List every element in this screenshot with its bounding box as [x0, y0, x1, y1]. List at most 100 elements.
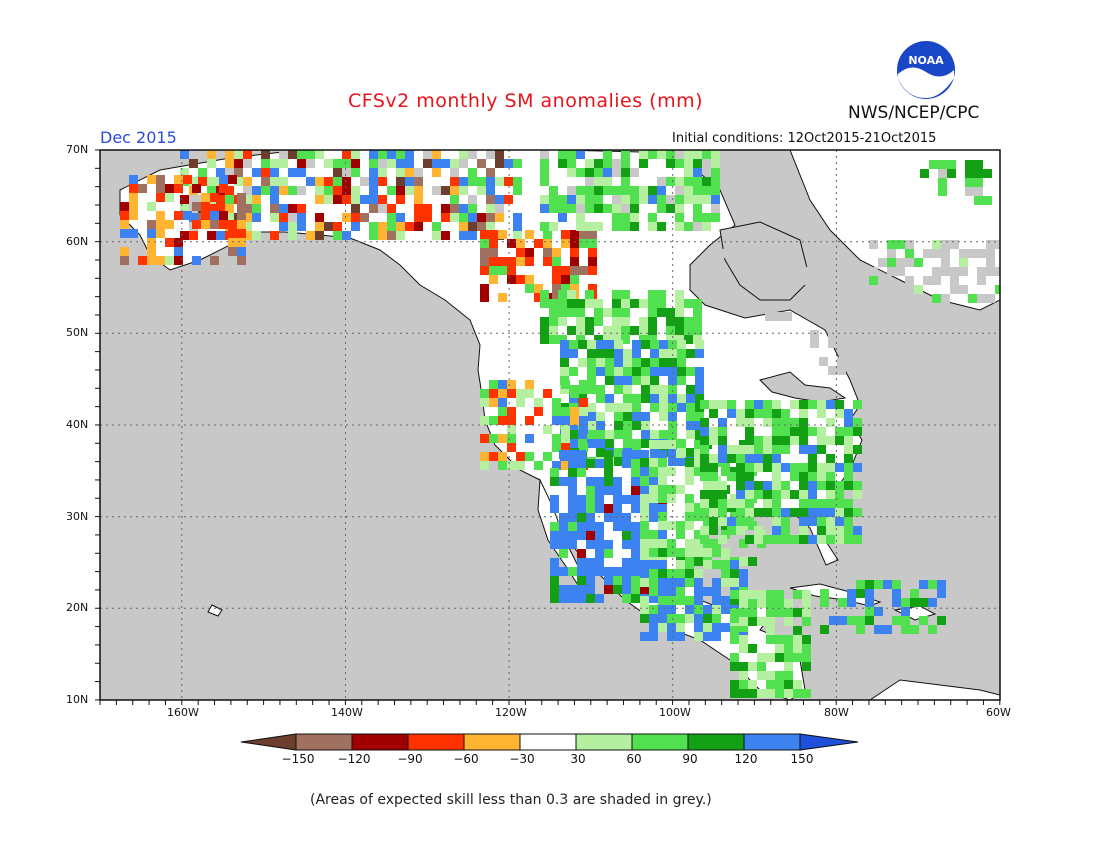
anomaly-cell	[586, 531, 595, 540]
anomaly-cell	[480, 230, 489, 239]
anomaly-cell	[486, 204, 495, 213]
anomaly-cell	[559, 513, 568, 522]
anomaly-cell	[766, 608, 775, 617]
anomaly-cell	[614, 349, 623, 358]
colorbar-label: −90	[397, 752, 423, 766]
anomaly-cell	[772, 418, 781, 427]
anomaly-cell	[612, 299, 621, 308]
anomaly-cell	[288, 204, 297, 213]
anomaly-cell	[596, 412, 605, 421]
anomaly-cell	[216, 168, 225, 177]
anomaly-cell	[709, 427, 718, 436]
anomaly-cell	[604, 486, 613, 495]
anomaly-cell	[772, 400, 781, 409]
anomaly-cell	[495, 204, 504, 213]
anomaly-cell	[640, 596, 649, 605]
anomaly-cell	[640, 632, 649, 641]
anomaly-cell	[709, 481, 718, 490]
anomaly-cell	[639, 317, 648, 326]
anomaly-cell	[525, 380, 534, 389]
anomaly-cell	[729, 303, 738, 312]
anomaly-cell	[405, 159, 414, 168]
anomaly-cell	[835, 400, 844, 409]
anomaly-cell	[819, 357, 828, 366]
anomaly-cell	[727, 445, 736, 454]
anomaly-cell	[165, 193, 174, 202]
anomaly-cell	[693, 150, 702, 159]
anomaly-cell	[986, 258, 995, 267]
anomaly-cell	[568, 459, 577, 468]
anomaly-cell	[640, 486, 649, 495]
anomaly-cell	[666, 195, 675, 204]
anomaly-cell	[576, 204, 585, 213]
anomaly-cell	[578, 430, 587, 439]
anomaly-cell	[623, 358, 632, 367]
anomaly-cell	[810, 330, 819, 339]
anomaly-cell	[745, 499, 754, 508]
anomaly-cell	[668, 457, 677, 466]
anomaly-cell	[351, 204, 360, 213]
anomaly-cell	[279, 150, 288, 159]
anomaly-cell	[360, 213, 369, 222]
colorbar-label: 30	[570, 752, 586, 766]
anomaly-cell	[288, 231, 297, 240]
anomaly-cell	[650, 358, 659, 367]
anomaly-cell	[667, 623, 676, 632]
anomaly-cell	[736, 499, 745, 508]
anomaly-cell	[480, 461, 489, 470]
anomaly-cell	[686, 349, 695, 358]
anomaly-cell	[659, 349, 668, 358]
anomaly-cell	[748, 689, 757, 698]
anomaly-cell	[243, 186, 252, 195]
anomaly-cell	[342, 195, 351, 204]
anomaly-cell	[432, 168, 441, 177]
anomaly-cell	[613, 513, 622, 522]
anomaly-cell	[129, 229, 138, 238]
anomaly-cell	[790, 508, 799, 517]
anomaly-cell	[826, 526, 835, 535]
anomaly-cell	[676, 530, 685, 539]
anomaly-cell	[561, 275, 570, 284]
anomaly-cell	[941, 294, 950, 303]
anomaly-cell	[569, 430, 578, 439]
anomaly-cell	[261, 186, 270, 195]
anomaly-cell	[910, 598, 919, 607]
anomaly-cell	[932, 240, 941, 249]
colorbar-label: 90	[682, 752, 698, 766]
anomaly-cell	[684, 222, 693, 231]
anomaly-cell	[835, 517, 844, 526]
anomaly-cell	[632, 358, 641, 367]
anomaly-cell	[396, 150, 405, 159]
anomaly-cell	[747, 267, 756, 276]
anomaly-cell	[640, 503, 649, 512]
anomaly-cell	[799, 409, 808, 418]
anomaly-cell	[847, 589, 856, 598]
anomaly-cell	[623, 403, 632, 412]
anomaly-cell	[650, 340, 659, 349]
anomaly-cell	[874, 580, 883, 589]
anomaly-cell	[700, 526, 709, 535]
anomaly-cell	[817, 517, 826, 526]
anomaly-cell	[387, 186, 396, 195]
anomaly-cell	[613, 486, 622, 495]
anomaly-cell	[659, 358, 668, 367]
anomaly-cell	[694, 587, 703, 596]
anomaly-cell	[808, 499, 817, 508]
anomaly-cell	[495, 213, 504, 222]
anomaly-cell	[578, 385, 587, 394]
anomaly-cell	[576, 213, 585, 222]
anomaly-cell	[243, 213, 252, 222]
anomaly-cell	[630, 299, 639, 308]
anomaly-cell	[932, 267, 941, 276]
anomaly-cell	[342, 150, 351, 159]
anomaly-cell	[700, 418, 709, 427]
anomaly-cell	[579, 230, 588, 239]
anomaly-cell	[784, 608, 793, 617]
anomaly-cell	[228, 238, 237, 247]
anomaly-cell	[730, 569, 739, 578]
anomaly-cell	[790, 463, 799, 472]
anomaly-cell	[709, 400, 718, 409]
anomaly-cell	[297, 150, 306, 159]
anomaly-cell	[835, 436, 844, 445]
anomaly-cell	[507, 434, 516, 443]
